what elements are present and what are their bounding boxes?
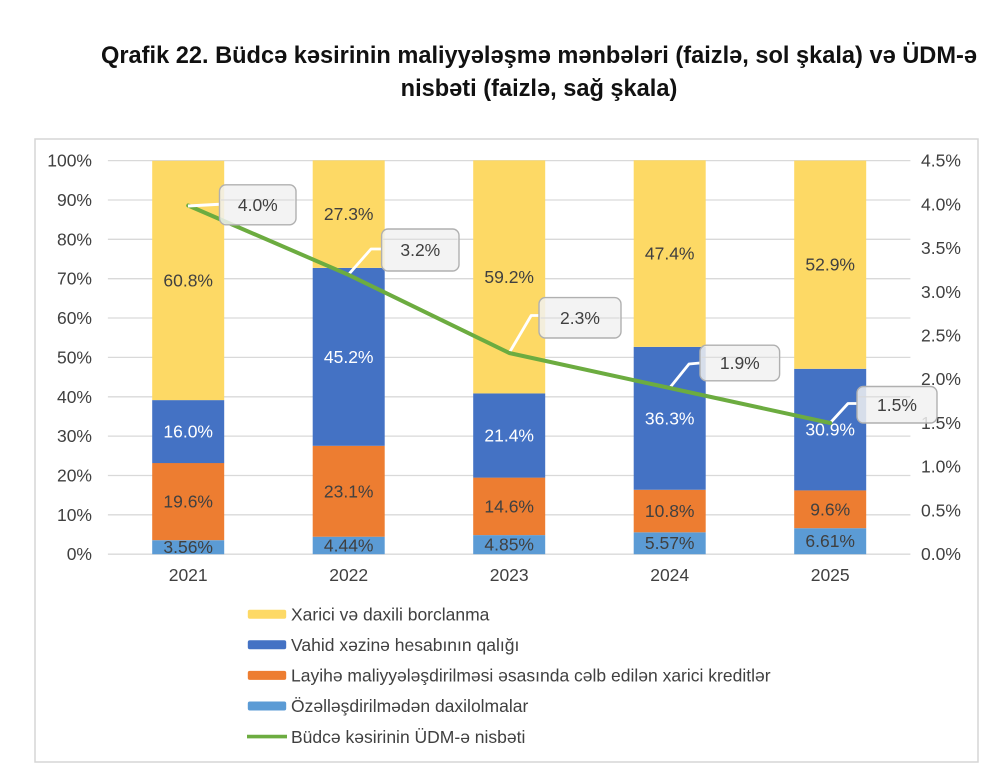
svg-text:2.5%: 2.5% — [921, 326, 961, 346]
svg-text:Vahid xəzinə hesabının qalığı: Vahid xəzinə hesabının qalığı — [291, 635, 519, 655]
svg-text:1.5%: 1.5% — [877, 395, 917, 415]
svg-text:20%: 20% — [57, 466, 92, 486]
svg-text:4.44%: 4.44% — [324, 536, 374, 556]
svg-text:9.6%: 9.6% — [810, 499, 850, 519]
svg-text:4.0%: 4.0% — [921, 194, 961, 214]
svg-text:14.6%: 14.6% — [484, 496, 534, 516]
svg-text:90%: 90% — [57, 190, 92, 210]
svg-text:60.8%: 60.8% — [163, 270, 213, 290]
svg-text:1.0%: 1.0% — [921, 457, 961, 477]
svg-text:4.0%: 4.0% — [238, 195, 278, 215]
svg-text:50%: 50% — [57, 347, 92, 367]
svg-text:Özəlləşdirilmədən daxilolmalar: Özəlləşdirilmədən daxilolmalar — [291, 696, 528, 716]
svg-text:6.61%: 6.61% — [805, 531, 855, 551]
svg-text:40%: 40% — [57, 387, 92, 407]
svg-text:21.4%: 21.4% — [484, 426, 534, 446]
svg-text:0%: 0% — [67, 544, 92, 564]
svg-text:47.4%: 47.4% — [645, 244, 695, 264]
svg-text:2021: 2021 — [169, 565, 208, 585]
svg-text:10.8%: 10.8% — [645, 501, 695, 521]
svg-text:2.0%: 2.0% — [921, 369, 961, 389]
svg-text:19.6%: 19.6% — [163, 492, 213, 512]
svg-text:1.9%: 1.9% — [720, 353, 760, 373]
svg-text:5.57%: 5.57% — [645, 533, 695, 553]
svg-text:3.56%: 3.56% — [163, 537, 213, 557]
svg-text:3.5%: 3.5% — [921, 238, 961, 258]
svg-text:30.9%: 30.9% — [805, 420, 855, 440]
svg-text:4.85%: 4.85% — [484, 535, 534, 555]
svg-text:2023: 2023 — [490, 565, 529, 585]
svg-text:45.2%: 45.2% — [324, 347, 374, 367]
svg-text:Layihə maliyyələşdirilməsi əsa: Layihə maliyyələşdirilməsi əsasında cəlb… — [291, 666, 771, 686]
svg-text:23.1%: 23.1% — [324, 481, 374, 501]
svg-text:Büdcə kəsirinin ÜDM-ə nisbəti: Büdcə kəsirinin ÜDM-ə nisbəti — [291, 727, 525, 747]
svg-text:59.2%: 59.2% — [484, 267, 534, 287]
svg-text:30%: 30% — [57, 426, 92, 446]
svg-text:2025: 2025 — [811, 565, 850, 585]
svg-text:Xarici və daxili borclanma: Xarici və daxili borclanma — [291, 604, 490, 624]
svg-text:70%: 70% — [57, 269, 92, 289]
svg-text:36.3%: 36.3% — [645, 408, 695, 428]
svg-text:27.3%: 27.3% — [324, 204, 374, 224]
svg-text:0.0%: 0.0% — [921, 544, 961, 564]
svg-text:10%: 10% — [57, 505, 92, 525]
svg-text:2.3%: 2.3% — [560, 308, 600, 328]
svg-text:80%: 80% — [57, 229, 92, 249]
svg-text:3.2%: 3.2% — [400, 240, 440, 260]
svg-text:16.0%: 16.0% — [163, 422, 213, 442]
svg-text:4.5%: 4.5% — [921, 151, 961, 171]
svg-text:60%: 60% — [57, 308, 92, 328]
svg-text:100%: 100% — [47, 151, 92, 171]
svg-text:3.0%: 3.0% — [921, 282, 961, 302]
svg-text:2022: 2022 — [329, 565, 368, 585]
svg-text:52.9%: 52.9% — [805, 255, 855, 275]
svg-text:0.5%: 0.5% — [921, 500, 961, 520]
svg-text:2024: 2024 — [650, 565, 689, 585]
